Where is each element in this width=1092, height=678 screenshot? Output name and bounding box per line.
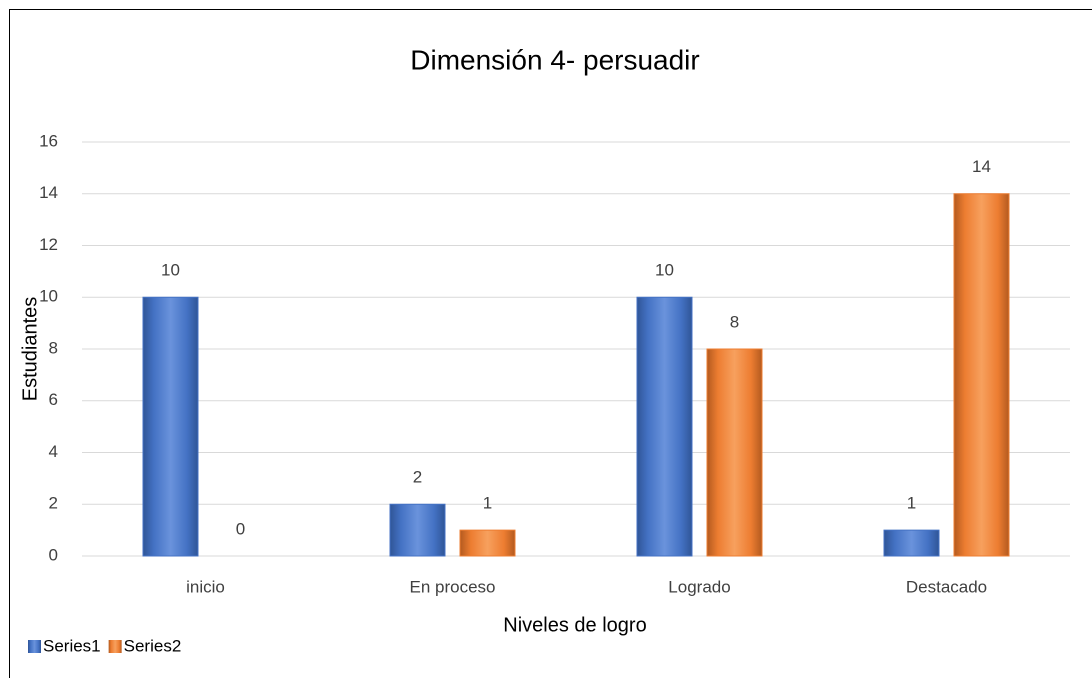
bar <box>883 529 940 557</box>
y-tick-label: 6 <box>49 390 58 409</box>
bar <box>389 503 446 557</box>
y-tick-label: 14 <box>39 183 58 202</box>
y-tick-label: 8 <box>49 338 58 357</box>
legend-swatch <box>108 640 122 653</box>
y-tick-label: 16 <box>39 131 58 150</box>
chart-title: Dimensión 4- persuadir <box>410 44 699 75</box>
data-label: 0 <box>236 519 245 538</box>
legend-label: Series1 <box>43 636 101 655</box>
x-axis-label: Niveles de logro <box>503 614 646 636</box>
y-tick-label: 12 <box>39 235 58 254</box>
data-label: 1 <box>483 494 492 513</box>
x-tick-label: inicio <box>186 577 225 596</box>
data-label: 2 <box>413 468 422 487</box>
bar <box>636 296 693 557</box>
y-tick-label: 4 <box>49 442 58 461</box>
legend-swatch <box>28 640 41 653</box>
bar <box>953 193 1010 557</box>
y-tick-label: 0 <box>49 545 58 564</box>
y-tick-label: 2 <box>49 494 58 513</box>
data-label: 1 <box>907 494 916 513</box>
data-label: 8 <box>730 312 739 331</box>
legend-label: Series2 <box>124 636 182 655</box>
bar <box>459 529 516 557</box>
y-tick-label: 10 <box>39 287 58 306</box>
data-label: 14 <box>972 157 991 176</box>
x-tick-label: En proceso <box>410 577 496 596</box>
bar <box>706 348 763 557</box>
x-tick-label: Logrado <box>668 577 730 596</box>
y-axis-label: Estudiantes <box>19 297 41 402</box>
bar <box>142 296 199 557</box>
data-label: 10 <box>655 261 674 280</box>
data-label: 10 <box>161 261 180 280</box>
x-tick-label: Destacado <box>906 577 987 596</box>
